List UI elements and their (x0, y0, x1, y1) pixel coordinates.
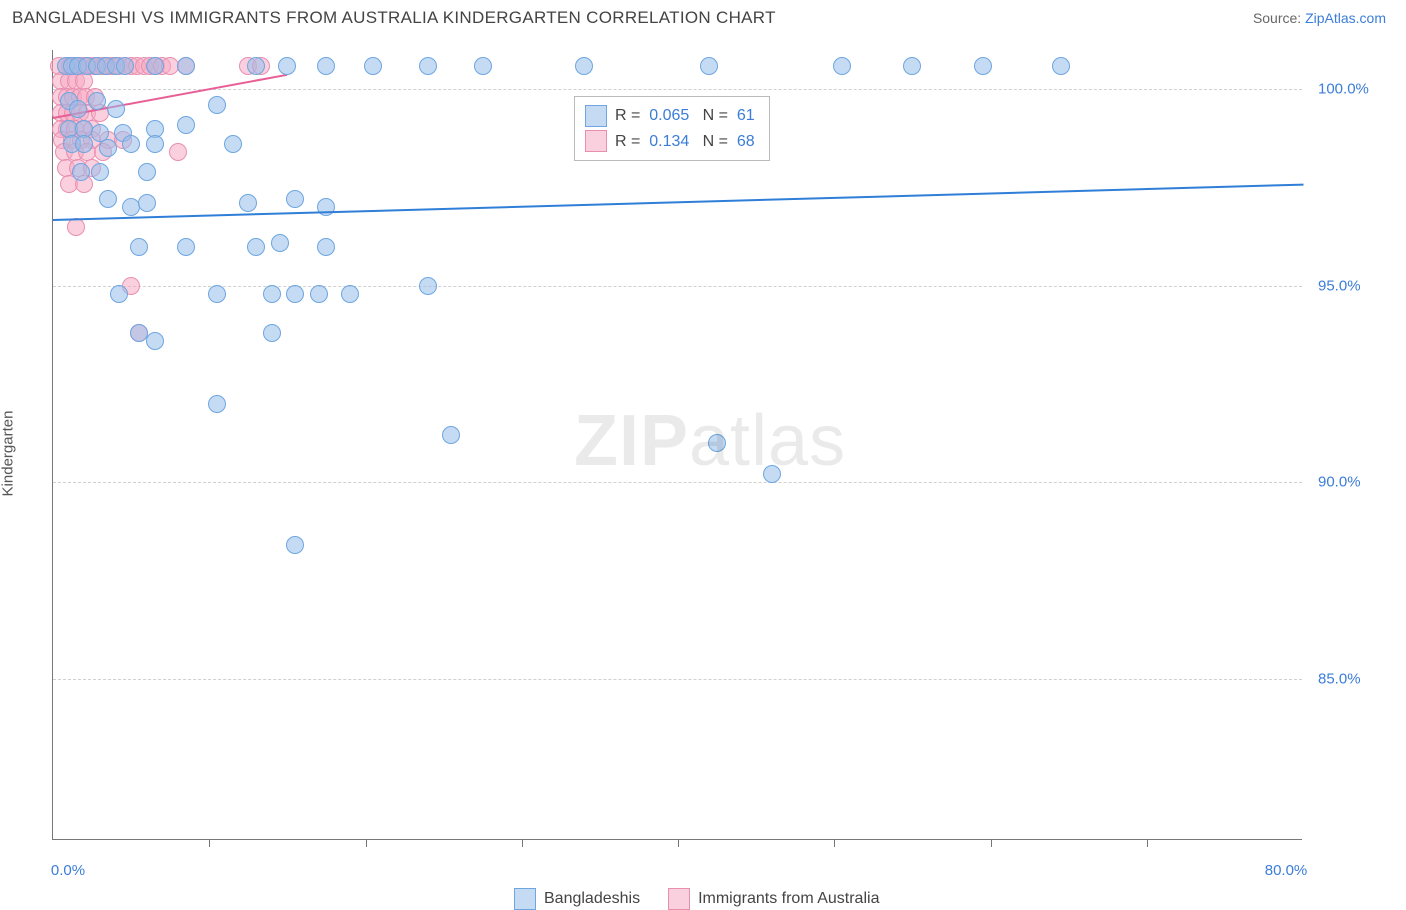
blue-point (419, 277, 437, 295)
source-attribution: Source: ZipAtlas.com (1253, 10, 1386, 26)
chart-header: BANGLADESHI VS IMMIGRANTS FROM AUSTRALIA… (0, 0, 1406, 36)
blue-point (341, 285, 359, 303)
blue-point (177, 116, 195, 134)
x-tick (522, 839, 523, 847)
blue-point (72, 163, 90, 181)
stats-row-pink: R = 0.134 N = 68 (585, 129, 755, 155)
x-tick-label: 0.0% (51, 862, 85, 879)
blue-point (317, 57, 335, 75)
blue-point (122, 135, 140, 153)
blue-point (278, 57, 296, 75)
blue-point (208, 96, 226, 114)
blue-point (138, 194, 156, 212)
source-link[interactable]: ZipAtlas.com (1305, 10, 1386, 26)
blue-point (69, 100, 87, 118)
blue-point (1052, 57, 1070, 75)
blue-point (130, 238, 148, 256)
blue-point (146, 135, 164, 153)
stats-text: R = 0.134 N = 68 (615, 129, 755, 155)
blue-point (110, 285, 128, 303)
blue-point (75, 135, 93, 153)
blue-point (286, 190, 304, 208)
gridline (53, 482, 1302, 483)
blue-point (419, 57, 437, 75)
blue-point (146, 57, 164, 75)
x-tick (991, 839, 992, 847)
blue-point (88, 92, 106, 110)
y-tick-label: 90.0% (1318, 474, 1361, 491)
blue-point (310, 285, 328, 303)
blue-point (138, 163, 156, 181)
blue-point (286, 285, 304, 303)
x-tick (366, 839, 367, 847)
chart-title: BANGLADESHI VS IMMIGRANTS FROM AUSTRALIA… (12, 8, 776, 28)
x-tick (209, 839, 210, 847)
legend-item-blue: Bangladeshis (514, 888, 640, 910)
stats-legend: R = 0.065 N = 61R = 0.134 N = 68 (574, 96, 770, 161)
blue-point (146, 332, 164, 350)
blue-point (364, 57, 382, 75)
blue-point (708, 434, 726, 452)
pink-point (67, 218, 85, 236)
blue-point (116, 57, 134, 75)
blue-point (99, 190, 117, 208)
blue-point (99, 139, 117, 157)
blue-point (91, 163, 109, 181)
swatch-icon (585, 105, 607, 127)
y-axis-label: Kindergarten (0, 411, 17, 497)
blue-point (208, 285, 226, 303)
swatch-icon (668, 888, 690, 910)
gridline (53, 286, 1302, 287)
blue-point (177, 57, 195, 75)
blue-point (286, 536, 304, 554)
blue-point (247, 57, 265, 75)
plot-area (52, 50, 1302, 840)
blue-point (177, 238, 195, 256)
blue-point (239, 194, 257, 212)
blue-point (208, 395, 226, 413)
swatch-icon (514, 888, 536, 910)
blue-point (974, 57, 992, 75)
y-tick-label: 85.0% (1318, 670, 1361, 687)
gridline (53, 89, 1302, 90)
blue-point (833, 57, 851, 75)
blue-point (763, 465, 781, 483)
blue-point (903, 57, 921, 75)
pink-point (169, 143, 187, 161)
stats-row-blue: R = 0.065 N = 61 (585, 103, 755, 129)
swatch-icon (585, 130, 607, 152)
blue-point (263, 324, 281, 342)
blue-point (271, 234, 289, 252)
legend-label: Bangladeshis (544, 890, 640, 908)
legend-label: Immigrants from Australia (698, 890, 879, 908)
x-tick (1147, 839, 1148, 847)
blue-point (575, 57, 593, 75)
series-legend: Bangladeshis Immigrants from Australia (514, 888, 879, 910)
y-tick-label: 100.0% (1318, 81, 1369, 98)
blue-point (107, 100, 125, 118)
blue-point (263, 285, 281, 303)
x-tick (678, 839, 679, 847)
x-tick (834, 839, 835, 847)
source-prefix: Source: (1253, 10, 1305, 26)
blue-point (247, 238, 265, 256)
blue-point (474, 57, 492, 75)
blue-point (224, 135, 242, 153)
gridline (53, 679, 1302, 680)
y-tick-label: 95.0% (1318, 277, 1361, 294)
blue-point (317, 238, 335, 256)
blue-point (442, 426, 460, 444)
blue-point (700, 57, 718, 75)
stats-text: R = 0.065 N = 61 (615, 103, 755, 129)
x-tick-label: 80.0% (1265, 862, 1308, 879)
legend-item-pink: Immigrants from Australia (668, 888, 879, 910)
blue-point (317, 198, 335, 216)
